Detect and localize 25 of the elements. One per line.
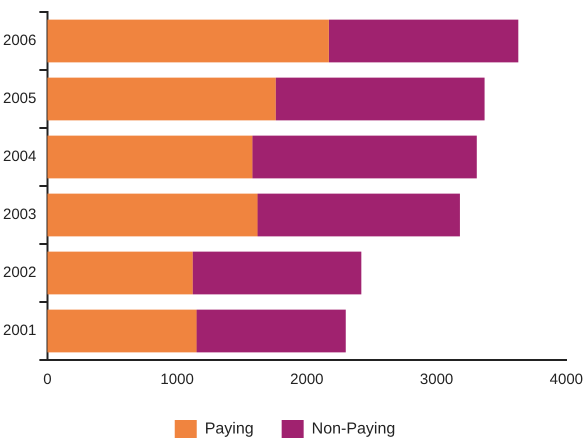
bar [47,136,252,178]
bar [276,78,485,120]
legend-label: Non-Paying [312,420,396,438]
legend-label: Paying [204,420,254,438]
bar [192,252,362,294]
y-tick-label: 2004 [2,148,36,166]
bar [47,252,193,294]
x-tick-label: 0 [43,371,52,388]
x-tick-label: 2000 [290,371,324,388]
bar [196,310,346,352]
y-tick-label: 2005 [2,90,36,108]
y-tick-label: 2002 [2,264,36,282]
bar [47,20,329,62]
bar [328,20,518,62]
bar [252,136,477,178]
bar [47,194,258,236]
x-tick-label: 1000 [160,371,194,388]
y-tick-label: 2006 [2,32,36,50]
x-tick-label: 3000 [420,371,454,388]
bar [47,310,197,352]
bar [47,78,276,120]
y-tick-label: 2003 [2,206,36,224]
y-tick-label: 2001 [2,322,36,340]
x-tick-label: 4000 [550,371,584,388]
bar [258,194,460,236]
